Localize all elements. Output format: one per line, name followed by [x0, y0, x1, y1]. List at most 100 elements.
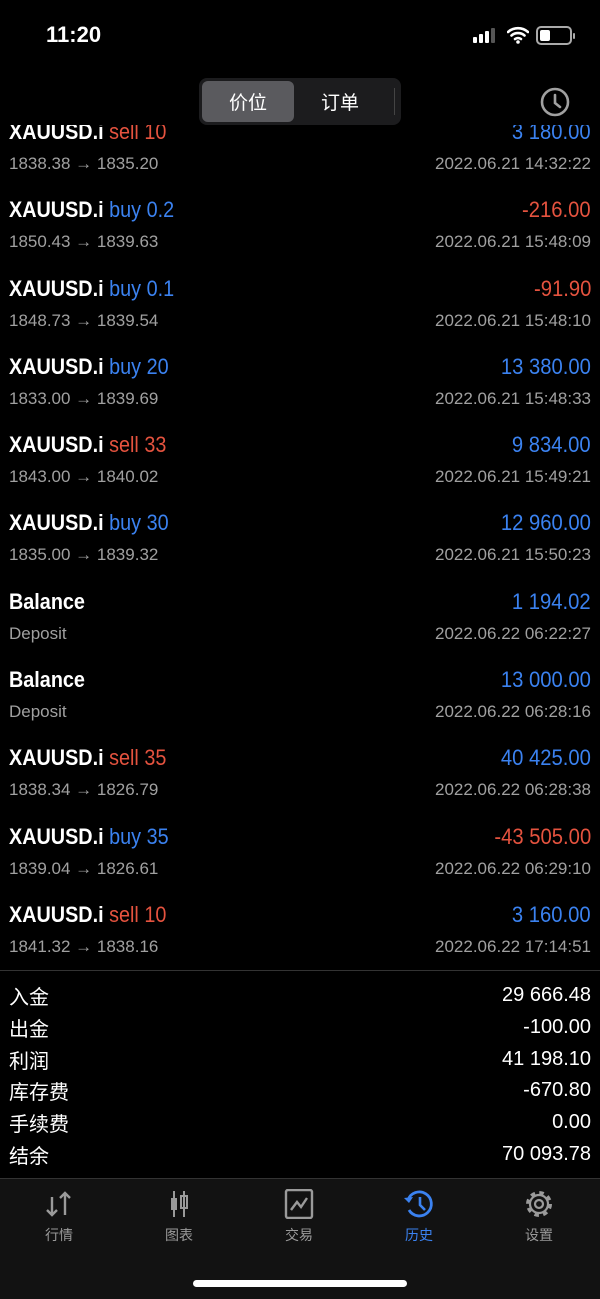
summary-value: -100.00 — [523, 1016, 591, 1039]
history-row[interactable]: XAUUSD.i sell 10 3 180.00 1838.38 → 1835… — [0, 125, 600, 193]
row-symbol: XAUUSD.i sell 10 — [9, 125, 166, 145]
side-volume: buy 35 — [109, 824, 168, 849]
tab-label: 行情 — [45, 1227, 73, 1243]
summary-row: 结余 70 093.78 — [0, 1138, 600, 1170]
history-row[interactable]: XAUUSD.i sell 10 3 160.00 1841.32 → 1838… — [0, 898, 600, 970]
price-range: Deposit — [9, 702, 67, 722]
price-range: 1838.38 → 1835.20 — [9, 154, 159, 173]
history-row[interactable]: XAUUSD.i buy 20 13 380.00 1833.00 → 1839… — [0, 350, 600, 428]
summary-label: 结余 — [9, 1145, 49, 1168]
side: sell — [109, 745, 139, 771]
volume: 35 — [146, 823, 169, 849]
history-row[interactable]: XAUUSD.i buy 0.2 -216.00 1850.43 → 1839.… — [0, 193, 600, 271]
timestamp: 2022.06.21 15:48:33 — [435, 388, 591, 408]
timestamp: 2022.06.21 15:50:23 — [435, 545, 591, 565]
symbol: XAUUSD.i — [9, 510, 104, 536]
timestamp: 2022.06.22 06:22:27 — [435, 623, 591, 643]
row-symbol: Balance — [9, 667, 85, 693]
symbol: XAUUSD.i — [9, 823, 104, 849]
history-row[interactable]: XAUUSD.i buy 0.1 -91.90 1848.73 → 1839.5… — [0, 272, 600, 350]
symbol: XAUUSD.i — [9, 432, 104, 458]
summary-label: 手续费 — [9, 1114, 69, 1137]
tab-gear[interactable]: 设置 — [499, 1189, 579, 1245]
history-list[interactable]: XAUUSD.i sell 10 3 180.00 1838.38 → 1835… — [0, 125, 600, 970]
tab-label: 交易 — [285, 1227, 313, 1243]
side: sell — [109, 432, 139, 458]
tab-label: 设置 — [525, 1227, 553, 1243]
price-range: Deposit — [9, 623, 67, 643]
tab-trade-chart[interactable]: 交易 — [259, 1189, 339, 1245]
status-time: 11:20 — [46, 22, 102, 47]
profit: 13 000.00 — [500, 667, 591, 693]
side: sell — [109, 901, 139, 927]
profit: 1 194.02 — [512, 588, 591, 614]
summary-row: 手续费 0.00 — [0, 1107, 600, 1139]
summary-label: 库存费 — [9, 1082, 69, 1105]
summary-row: 入金 29 666.48 — [0, 980, 600, 1012]
summary-value: 0.00 — [552, 1111, 591, 1134]
timestamp: 2022.06.22 06:28:38 — [435, 780, 591, 800]
volume: 30 — [146, 510, 169, 536]
history-row[interactable]: Balance 1 194.02 Deposit 2022.06.22 06:2… — [0, 585, 600, 663]
symbol: Balance — [9, 588, 85, 614]
side-volume: buy 0.1 — [109, 276, 174, 301]
side: buy — [109, 510, 142, 536]
volume: 10 — [144, 125, 167, 144]
symbol: XAUUSD.i — [9, 901, 104, 927]
side: buy — [109, 823, 142, 849]
row-symbol: XAUUSD.i buy 35 — [9, 824, 169, 850]
side: buy — [109, 353, 142, 379]
summary-label: 入金 — [9, 987, 49, 1010]
history-row[interactable]: Balance 13 000.00 Deposit 2022.06.22 06:… — [0, 663, 600, 741]
history-row[interactable]: XAUUSD.i sell 35 40 425.00 1838.34 → 182… — [0, 741, 600, 819]
tab-history[interactable]: 历史 — [379, 1189, 459, 1245]
timestamp: 2022.06.22 17:14:51 — [435, 936, 591, 956]
volume: 10 — [144, 901, 167, 927]
side-volume: sell 33 — [109, 432, 166, 457]
tab-positions[interactable]: 价位 — [202, 81, 294, 122]
profit: -43 505.00 — [494, 823, 591, 849]
side: buy — [109, 197, 142, 223]
symbol: XAUUSD.i — [9, 275, 104, 301]
row-symbol: XAUUSD.i buy 30 — [9, 510, 169, 536]
volume: 0.1 — [146, 275, 175, 301]
price-range: 1848.73 → 1839.54 — [9, 310, 159, 330]
profit: -91.90 — [533, 275, 591, 301]
tab-bar: 行情 图表 交易 历史 设置 — [0, 1178, 600, 1299]
quotes-arrows-icon — [19, 1189, 99, 1219]
trade-chart-icon — [259, 1189, 339, 1219]
price-range: 1839.04 → 1826.61 — [9, 858, 159, 878]
price-range: 1838.34 → 1826.79 — [9, 780, 159, 800]
row-symbol: XAUUSD.i sell 33 — [9, 432, 166, 458]
timestamp: 2022.06.21 15:48:10 — [435, 310, 591, 330]
profit: 40 425.00 — [500, 745, 591, 771]
tab-quotes-arrows[interactable]: 行情 — [19, 1189, 99, 1245]
volume: 0.2 — [146, 197, 175, 223]
history-row[interactable]: XAUUSD.i sell 33 9 834.00 1843.00 → 1840… — [0, 428, 600, 506]
profit: 9 834.00 — [512, 432, 591, 458]
summary-row: 利润 41 198.10 — [0, 1043, 600, 1075]
row-symbol: XAUUSD.i sell 35 — [9, 745, 166, 771]
volume: 35 — [144, 745, 167, 771]
tab-candlestick[interactable]: 图表 — [139, 1189, 219, 1245]
volume: 20 — [146, 353, 169, 379]
summary-value: 70 093.78 — [502, 1142, 591, 1165]
row-symbol: Balance — [9, 589, 85, 615]
summary-divider — [0, 970, 600, 971]
tab-label: 图表 — [165, 1227, 193, 1243]
symbol: XAUUSD.i — [9, 125, 104, 144]
timestamp: 2022.06.22 06:28:16 — [435, 702, 591, 722]
symbol: XAUUSD.i — [9, 353, 104, 379]
timestamp: 2022.06.21 14:32:22 — [435, 154, 591, 173]
history-row[interactable]: XAUUSD.i buy 30 12 960.00 1835.00 → 1839… — [0, 506, 600, 584]
summary-label: 出金 — [9, 1019, 49, 1042]
history-row[interactable]: XAUUSD.i buy 35 -43 505.00 1839.04 → 182… — [0, 820, 600, 898]
side-volume: sell 10 — [109, 902, 166, 927]
timestamp: 2022.06.22 06:29:10 — [435, 858, 591, 878]
status-bar: 11:20 — [0, 0, 600, 70]
clock-icon[interactable] — [539, 86, 571, 118]
timestamp: 2022.06.21 15:48:09 — [435, 232, 591, 252]
volume: 33 — [144, 432, 167, 458]
tab-orders[interactable]: 订单 — [320, 93, 359, 114]
summary-label: 利润 — [9, 1050, 49, 1073]
